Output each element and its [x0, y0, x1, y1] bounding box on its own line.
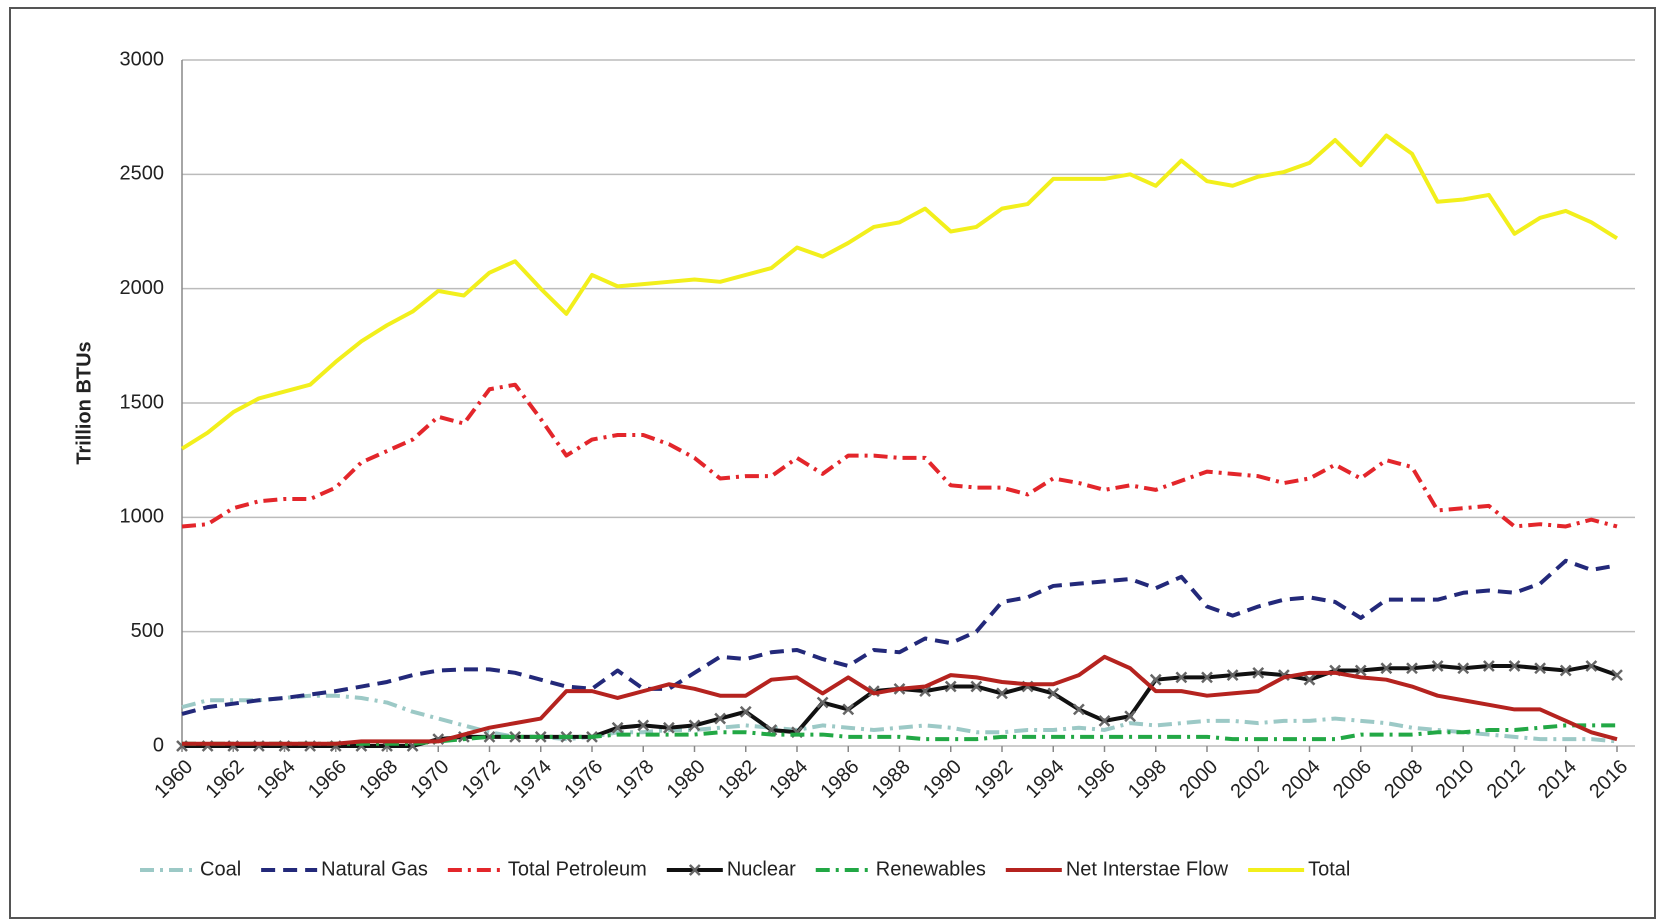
y-tick-label: 3000 [120, 48, 165, 70]
marker [1226, 669, 1239, 681]
marker [944, 680, 957, 693]
x-tick-label: 1982 [714, 756, 761, 803]
marker [714, 712, 727, 725]
marker [1252, 666, 1265, 679]
marker [1201, 671, 1213, 684]
marker [842, 703, 855, 716]
marker [1047, 687, 1060, 700]
x-tick-label: 1966 [304, 756, 351, 803]
y-tick-label: 0 [153, 734, 164, 756]
legend-label: Total Petroleum [508, 858, 647, 880]
marker [996, 687, 1008, 700]
x-tick-label: 1986 [816, 756, 863, 803]
x-tick-label: 1990 [919, 756, 966, 803]
legend-item: Coal [140, 858, 241, 880]
x-tick-label: 1970 [406, 756, 453, 803]
chart-border [9, 7, 1656, 919]
marker [1354, 664, 1367, 677]
marker [1303, 673, 1316, 686]
x-tick-label: 2010 [1431, 756, 1478, 803]
x-tick-label: 1972 [458, 756, 505, 803]
y-tick-label: 2500 [120, 163, 165, 185]
x-tick-label: 1994 [1021, 756, 1068, 803]
x-tick-label: 1988 [868, 756, 915, 803]
legend-label: Total [1308, 858, 1350, 880]
x-tick-label: 1984 [765, 756, 812, 803]
x-tick-label: 1974 [509, 756, 556, 803]
series-line [181, 558, 1618, 716]
x-tick-label: 2004 [1278, 756, 1325, 803]
y-tick-label: 1500 [120, 391, 165, 413]
marker [1585, 660, 1598, 672]
x-tick-label: 2012 [1483, 756, 1530, 803]
x-tick-label: 2002 [1226, 756, 1273, 803]
legend-item: Total Petroleum [447, 858, 647, 880]
y-tick-label: 500 [131, 620, 164, 642]
marker [739, 705, 752, 718]
legend-label: Renewables [876, 858, 986, 880]
x-tick-label: 2006 [1329, 756, 1376, 803]
x-tick-label: 1992 [970, 756, 1017, 803]
marker [1124, 710, 1137, 723]
legend-item: Natural Gas [261, 858, 428, 880]
x-tick-label: 2016 [1585, 756, 1632, 803]
marker [509, 730, 522, 743]
marker [637, 719, 650, 732]
x-tick-label: 1976 [560, 756, 607, 803]
x-tick-label: 2014 [1534, 756, 1581, 803]
marker [1508, 660, 1521, 672]
legend-item: Net Interstae Flow [1005, 858, 1229, 880]
marker [1431, 660, 1444, 672]
legend-item: Renewables [815, 858, 986, 880]
marker [1482, 660, 1495, 672]
legend: Coal Natural Gas Total Petroleum Nuclear Ren… [140, 858, 1350, 880]
marker [970, 680, 983, 693]
y-tick-label: 1000 [120, 506, 165, 528]
marker [1559, 664, 1572, 677]
series-line [182, 654, 1618, 746]
marker [816, 696, 829, 709]
x-tick-label: 1964 [253, 756, 300, 803]
legend-marker [688, 864, 701, 876]
x-tick-label: 2000 [1175, 756, 1222, 803]
legend-label: Natural Gas [321, 858, 428, 880]
marker [1457, 662, 1470, 675]
legend-label: Coal [200, 858, 241, 880]
x-tick-label: 2008 [1380, 756, 1427, 803]
series-line [181, 693, 1618, 744]
marker [688, 719, 701, 732]
legend-label: Net Interstae Flow [1066, 858, 1229, 880]
y-axis-label: Trillion BTUs [73, 341, 95, 464]
x-tick-label: 1978 [611, 756, 658, 803]
marker [1072, 703, 1085, 716]
x-tick-label: 1962 [201, 756, 248, 803]
marker [1380, 662, 1393, 675]
series-line [180, 133, 1619, 451]
legend-item: Nuclear [666, 858, 796, 880]
x-tick-label: 1968 [355, 756, 402, 803]
marker [483, 730, 496, 743]
series-line [181, 382, 1618, 529]
marker [1175, 671, 1188, 684]
marker [1406, 662, 1418, 675]
marker [662, 721, 675, 734]
y-tick-label: 2000 [120, 277, 165, 299]
x-tick-label: 1996 [1073, 756, 1120, 803]
marker [1534, 662, 1547, 675]
marker [1149, 673, 1162, 686]
marker [1098, 714, 1111, 727]
x-tick-label: 1980 [663, 756, 710, 803]
x-tick-label: 1960 [150, 756, 197, 803]
marker [1611, 669, 1623, 681]
legend-label: Nuclear [727, 858, 796, 880]
x-tick-label: 1998 [1124, 756, 1171, 803]
marker [611, 721, 624, 734]
legend-item: Total [1248, 858, 1350, 880]
